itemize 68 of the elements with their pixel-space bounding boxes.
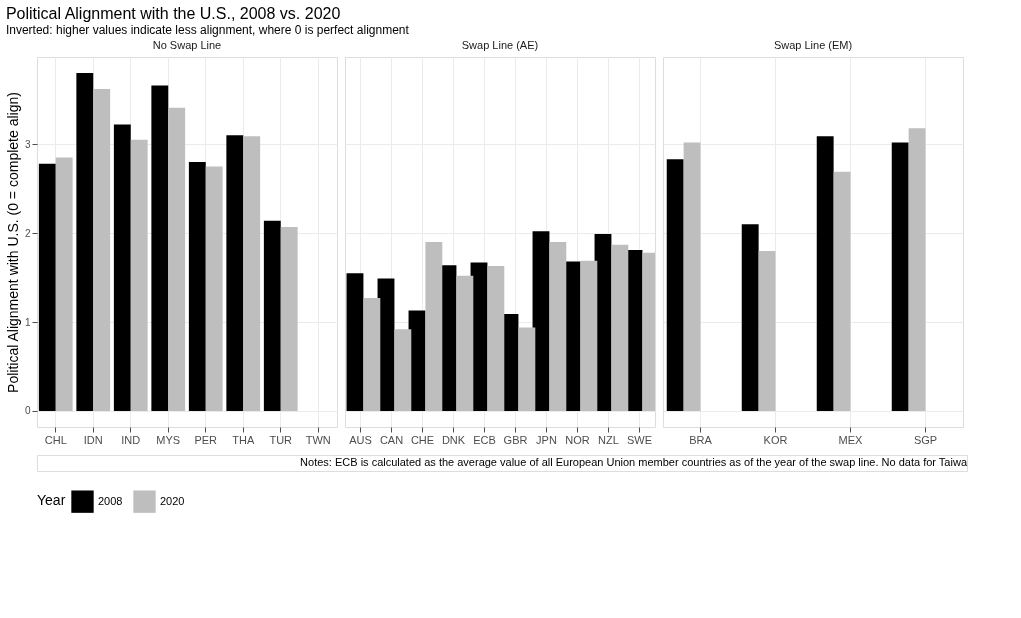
legend-title: Year xyxy=(37,492,66,508)
bar xyxy=(833,171,851,411)
x-tick-label: ECB xyxy=(473,433,496,446)
x-tick-label: JPN xyxy=(536,433,557,446)
x-tick-label: PER xyxy=(194,433,218,446)
bar xyxy=(891,142,909,411)
bar xyxy=(76,73,94,411)
x-tick-label: CAN xyxy=(379,433,404,446)
x-tick-label: MYS xyxy=(156,433,181,446)
chart-subtitle: Inverted: higher values indicate less alignment, where 0 is perfect alignment xyxy=(5,22,410,37)
y-tick-label: 1 xyxy=(24,316,31,328)
bar xyxy=(816,136,834,411)
x-tick-label: IND xyxy=(121,433,141,446)
legend-label: 2020 xyxy=(160,494,185,507)
bar xyxy=(113,124,131,411)
bar xyxy=(394,329,412,411)
bar xyxy=(130,139,148,411)
x-tick-label: TWN xyxy=(305,433,331,446)
x-tick-label: IDN xyxy=(83,433,103,446)
bar xyxy=(456,275,474,411)
bar xyxy=(226,135,244,411)
bar xyxy=(549,242,567,411)
x-tick-label: DNK xyxy=(441,433,466,446)
chart-title: Political Alignment with the U.S., 2008 vs. 2020 xyxy=(5,4,341,22)
bar xyxy=(487,266,505,411)
bar xyxy=(151,85,169,411)
bar xyxy=(741,224,759,411)
x-tick-label: AUS xyxy=(349,433,372,446)
bar xyxy=(611,244,629,411)
bar xyxy=(263,220,281,411)
bar xyxy=(243,136,261,411)
bar xyxy=(93,89,111,411)
y-tick-label: 0 xyxy=(24,405,31,417)
text: No Swap Line xyxy=(152,39,222,51)
bar xyxy=(580,260,598,411)
x-tick-label: KOR xyxy=(763,433,788,446)
bar xyxy=(363,298,381,411)
x-tick-label: TUR xyxy=(269,433,293,446)
y-tick-label: 3 xyxy=(24,138,31,150)
x-tick-label: MEX xyxy=(838,433,864,446)
bar xyxy=(38,163,56,411)
bar xyxy=(168,107,186,411)
bar xyxy=(346,273,364,411)
legend-label: 2008 xyxy=(98,494,123,507)
bar xyxy=(280,226,298,411)
x-tick-label: NOR xyxy=(565,433,590,446)
bar xyxy=(908,128,926,411)
bar xyxy=(683,142,701,411)
x-tick-label: BRA xyxy=(689,433,713,446)
bar xyxy=(666,159,684,411)
bar xyxy=(55,157,73,411)
x-tick-label: GBR xyxy=(503,433,528,446)
bar xyxy=(188,161,206,411)
y-axis-title: Political Alignment with U.S. (0 = complete align) xyxy=(4,92,21,393)
bar xyxy=(425,242,443,411)
x-tick-label: CHE xyxy=(410,433,435,446)
x-tick-label: THA xyxy=(232,433,255,446)
x-tick-label: SWE xyxy=(626,433,653,446)
x-tick-label: CHL xyxy=(44,433,67,446)
y-tick-label: 2 xyxy=(24,227,31,239)
text: Notes: ECB is calculated as the average value of all European Union member countries as of the year of the swap line. No data for Taiwa xyxy=(300,456,968,468)
bar xyxy=(758,250,776,411)
text: Swap Line (AE) xyxy=(461,39,539,51)
bar xyxy=(205,166,223,411)
bar xyxy=(518,327,536,411)
text: Swap Line (EM) xyxy=(773,39,853,51)
x-tick-label: NZL xyxy=(598,433,619,446)
x-tick-label: SGP xyxy=(913,433,938,446)
